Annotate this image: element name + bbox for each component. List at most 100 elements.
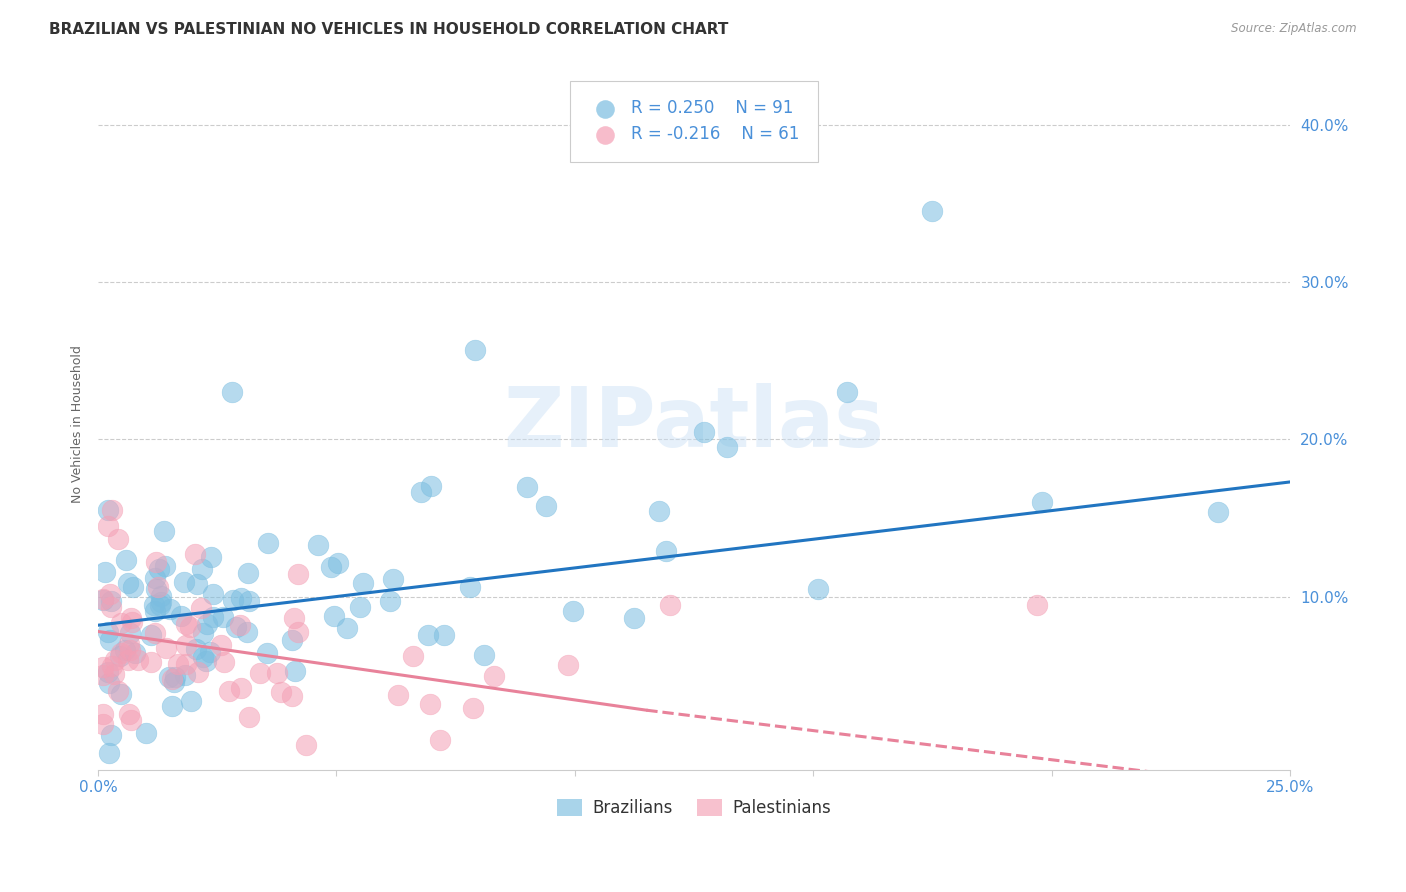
Point (159, 601, 181, 615)
Point (153, 524, 176, 538)
Point (187, 665, 209, 680)
Point (100, 594, 122, 608)
Point (118, 625, 141, 640)
Point (148, 562, 170, 576)
Point (381, 572, 404, 586)
Point (118, 637, 141, 651)
Point (91, 659, 114, 673)
Point (411, 484, 433, 499)
Point (231, 681, 253, 695)
Point (307, 539, 329, 553)
Point (184, 547, 207, 561)
Point (716, 440, 738, 454)
Point (143, 625, 166, 640)
Point (472, 648, 495, 662)
Point (153, 559, 176, 574)
Point (91, 706, 114, 721)
Point (281, 633, 304, 648)
Point (221, 385, 243, 400)
Point (170, 608, 193, 623)
Point (659, 598, 682, 612)
Point (127, 653, 149, 667)
Point (336, 621, 359, 635)
Point (202, 587, 225, 601)
Point (194, 654, 217, 668)
Point (378, 594, 401, 608)
Point (114, 643, 136, 657)
Point (91, 593, 114, 607)
Point (921, 204, 943, 219)
Point (186, 577, 208, 591)
Point (287, 624, 309, 639)
Point (266, 666, 288, 681)
Y-axis label: No Vehicles in Household: No Vehicles in Household (72, 345, 84, 503)
Point (120, 713, 142, 727)
Point (195, 616, 218, 631)
Point (160, 672, 183, 686)
Point (222, 593, 245, 607)
Point (256, 646, 278, 660)
Point (516, 480, 538, 494)
Point (191, 562, 214, 576)
Point (107, 532, 129, 546)
Point (184, 642, 207, 657)
Point (97, 665, 120, 679)
Point (162, 675, 184, 690)
Point (135, 726, 157, 740)
Point (287, 566, 309, 581)
Point (294, 738, 316, 752)
Point (150, 590, 173, 604)
Point (1031, 495, 1053, 509)
Point (284, 664, 307, 678)
Point (117, 652, 139, 666)
Point (238, 709, 260, 723)
Point (98, 676, 121, 690)
Point (200, 549, 222, 564)
Point (150, 595, 173, 609)
Point (323, 609, 346, 624)
Point (229, 591, 252, 606)
Point (120, 611, 142, 625)
Point (418, 628, 440, 642)
Point (623, 611, 645, 625)
Point (155, 641, 177, 656)
Point (321, 560, 343, 574)
Point (110, 615, 132, 630)
Point (654, 544, 676, 558)
Point (101, 503, 124, 517)
Point (139, 628, 162, 642)
Point (160, 699, 183, 714)
Point (420, 479, 443, 493)
Point (143, 604, 166, 618)
Point (174, 616, 197, 631)
Point (104, 653, 127, 667)
Point (201, 610, 224, 624)
Point (97, 503, 120, 517)
Point (179, 620, 201, 634)
Point (98, 633, 121, 648)
Point (117, 576, 139, 591)
Point (238, 594, 260, 608)
Point (114, 553, 136, 567)
Point (256, 536, 278, 550)
Point (149, 598, 172, 612)
Point (110, 687, 132, 701)
Point (145, 582, 167, 596)
Point (145, 571, 167, 585)
Point (218, 684, 240, 698)
Point (100, 728, 122, 742)
Point (97, 625, 120, 640)
Point (212, 610, 235, 624)
Point (557, 658, 579, 673)
Point (103, 667, 125, 681)
Point (121, 615, 143, 629)
Point (1208, 504, 1230, 518)
Point (124, 646, 146, 660)
Point (107, 684, 129, 698)
Point (249, 666, 271, 681)
Point (225, 619, 247, 633)
Legend: Brazilians, Palestinians: Brazilians, Palestinians (550, 792, 838, 824)
Point (349, 599, 371, 614)
Point (174, 639, 197, 653)
Point (229, 618, 252, 632)
